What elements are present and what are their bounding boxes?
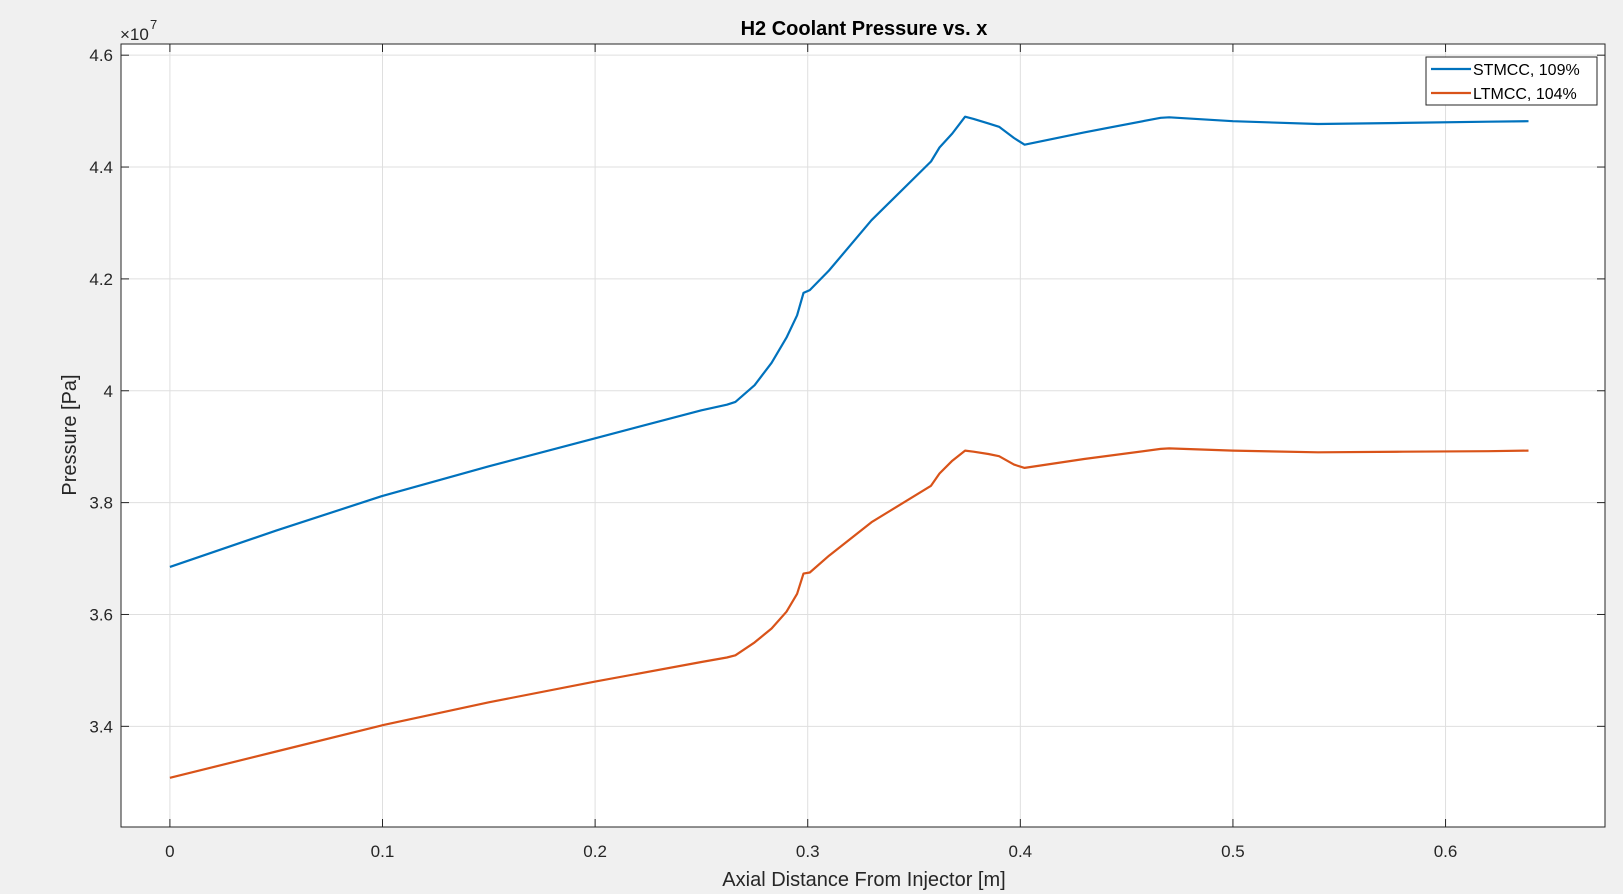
- y-exponent-base: ×10: [120, 25, 149, 44]
- y-tick-label: 4.2: [89, 270, 113, 289]
- x-tick-label: 0.4: [1009, 842, 1033, 861]
- axes-box: [120, 43, 1606, 828]
- legend-box: [1425, 56, 1598, 106]
- x-tick-label: 0.2: [583, 842, 607, 861]
- legend-label-2: LTMCC, 104%: [1473, 86, 1577, 103]
- series-layer: [169, 115, 1529, 779]
- series-line-2: [169, 447, 1529, 779]
- plot-area: [121, 44, 1605, 827]
- x-tick-label: 0: [165, 842, 174, 861]
- legend-label-1: STMCC, 109%: [1473, 62, 1580, 79]
- chart-title: H2 Coolant Pressure vs. x: [741, 18, 988, 40]
- y-tick-label: 4.4: [89, 158, 113, 177]
- y-tick-label: 3.4: [89, 717, 113, 736]
- y-exponent-power: 7: [150, 17, 157, 32]
- y-tick-label: 3.6: [89, 605, 113, 624]
- x-axis-label: Axial Distance From Injector [m]: [722, 869, 1005, 891]
- y-tick-label: 4: [104, 382, 113, 401]
- x-tick-label: 0.6: [1434, 842, 1458, 861]
- y-axis-ticks: 3.4 3.6 3.8 4 4.2 4.4 4.6: [89, 46, 1605, 736]
- y-axis-exponent: ×10 7: [120, 17, 157, 44]
- x-tick-label: 0.3: [796, 842, 820, 861]
- x-axis-ticks: 0 0.1 0.2 0.3 0.4 0.5 0.6: [165, 44, 1457, 861]
- legend: STMCC, 109% LTMCC, 104%: [1425, 56, 1598, 106]
- grid: [121, 44, 1605, 827]
- x-tick-label: 0.5: [1221, 842, 1245, 861]
- y-tick-label: 4.6: [89, 46, 113, 65]
- series-line-1: [169, 115, 1529, 568]
- x-tick-label: 0.1: [371, 842, 395, 861]
- y-tick-label: 3.8: [89, 494, 113, 513]
- y-axis-label: Pressure [Pa]: [59, 374, 81, 495]
